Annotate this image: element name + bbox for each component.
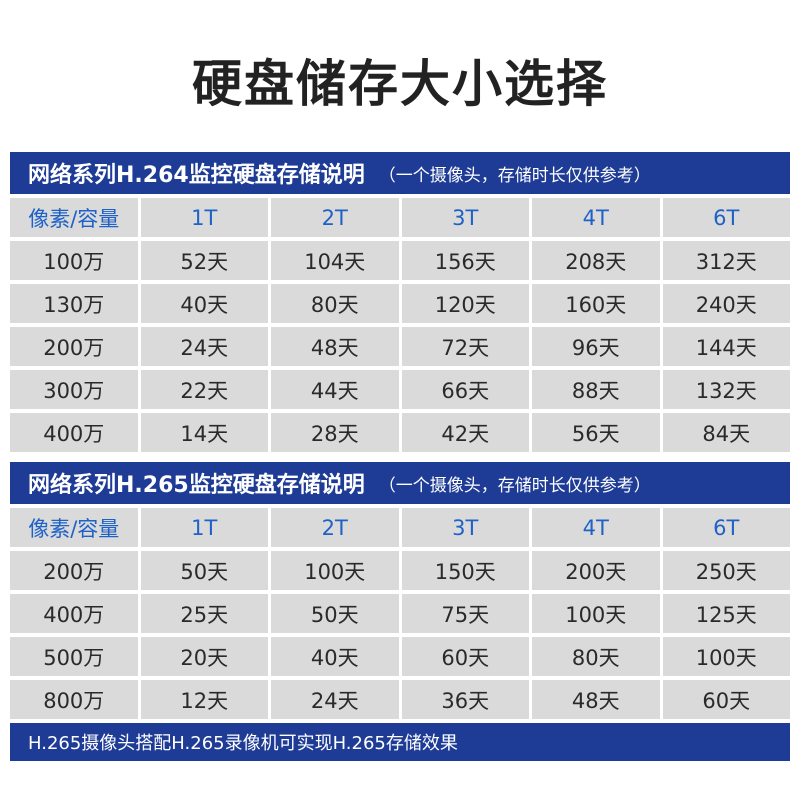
- table-cell: 48天: [271, 327, 399, 366]
- table-cell: 100天: [532, 594, 660, 633]
- h265-table: 像素/容量 1T 2T 3T 4T 6T 200万 50天 100天 150天 …: [7, 504, 793, 723]
- table-cell: 132天: [662, 370, 790, 409]
- table-cell: 300万: [10, 370, 138, 409]
- table-header-row: 像素/容量 1T 2T 3T 4T 6T: [10, 508, 790, 547]
- header-cell: 4T: [532, 508, 660, 547]
- h265-banner-title: 网络系列H.265监控硬盘存储说明: [28, 473, 365, 498]
- table-cell: 100天: [271, 551, 399, 590]
- table-header-row: 像素/容量 1T 2T 3T 4T 6T: [10, 198, 790, 237]
- table-cell: 156天: [401, 241, 529, 280]
- table-cell: 84天: [662, 413, 790, 452]
- header-cell: 6T: [662, 508, 790, 547]
- table-row: 100万 52天 104天 156天 208天 312天: [10, 241, 790, 280]
- table-cell: 66天: [401, 370, 529, 409]
- table-row: 200万 24天 48天 72天 96天 144天: [10, 327, 790, 366]
- table-cell: 120天: [401, 284, 529, 323]
- table-cell: 56天: [532, 413, 660, 452]
- table-cell: 12天: [140, 680, 268, 719]
- page-title: 硬盘储存大小选择: [192, 55, 608, 113]
- table-cell: 144天: [662, 327, 790, 366]
- table-cell: 20天: [140, 637, 268, 676]
- table-row: 800万 12天 24天 36天 48天 60天: [10, 680, 790, 719]
- table-cell: 25天: [140, 594, 268, 633]
- table-cell: 52天: [140, 241, 268, 280]
- table-cell: 208天: [532, 241, 660, 280]
- table-row: 130万 40天 80天 120天 160天 240天: [10, 284, 790, 323]
- table-cell: 200万: [10, 327, 138, 366]
- header-cell: 2T: [271, 198, 399, 237]
- table-row: 500万 20天 40天 60天 80天 100天: [10, 637, 790, 676]
- header-cell: 像素/容量: [10, 508, 138, 547]
- table-cell: 24天: [140, 327, 268, 366]
- header-cell: 1T: [140, 198, 268, 237]
- table-cell: 40天: [140, 284, 268, 323]
- h264-banner: 网络系列H.264监控硬盘存储说明 （一个摄像头，存储时长仅供参考）: [10, 152, 790, 194]
- table-cell: 160天: [532, 284, 660, 323]
- footer-note: H.265摄像头搭配H.265录像机可实现H.265存储效果: [10, 723, 790, 761]
- table-cell: 400万: [10, 413, 138, 452]
- header-cell: 3T: [401, 198, 529, 237]
- table-cell: 80天: [271, 284, 399, 323]
- h264-section: 网络系列H.264监控硬盘存储说明 （一个摄像头，存储时长仅供参考） 像素/容量…: [10, 152, 790, 456]
- table-cell: 60天: [662, 680, 790, 719]
- table-cell: 200天: [532, 551, 660, 590]
- table-cell: 240天: [662, 284, 790, 323]
- table-row: 200万 50天 100天 150天 200天 250天: [10, 551, 790, 590]
- table-cell: 60天: [401, 637, 529, 676]
- header-cell: 4T: [532, 198, 660, 237]
- table-cell: 42天: [401, 413, 529, 452]
- table-cell: 75天: [401, 594, 529, 633]
- h265-banner-note: （一个摄像头，存储时长仅供参考）: [378, 475, 651, 496]
- table-cell: 100天: [662, 637, 790, 676]
- table-cell: 88天: [532, 370, 660, 409]
- table-cell: 400万: [10, 594, 138, 633]
- table-cell: 36天: [401, 680, 529, 719]
- table-cell: 48天: [532, 680, 660, 719]
- table-cell: 312天: [662, 241, 790, 280]
- h265-section: 网络系列H.265监控硬盘存储说明 （一个摄像头，存储时长仅供参考） 像素/容量…: [10, 462, 790, 723]
- table-cell: 500万: [10, 637, 138, 676]
- table-cell: 150天: [401, 551, 529, 590]
- header-cell: 6T: [662, 198, 790, 237]
- header-cell: 3T: [401, 508, 529, 547]
- table-cell: 250天: [662, 551, 790, 590]
- table-row: 300万 22天 44天 66天 88天 132天: [10, 370, 790, 409]
- table-cell: 28天: [271, 413, 399, 452]
- table-cell: 80天: [532, 637, 660, 676]
- table-cell: 40天: [271, 637, 399, 676]
- table-cell: 24天: [271, 680, 399, 719]
- table-cell: 125天: [662, 594, 790, 633]
- table-cell: 50天: [140, 551, 268, 590]
- table-cell: 14天: [140, 413, 268, 452]
- table-row: 400万 14天 28天 42天 56天 84天: [10, 413, 790, 452]
- table-cell: 50天: [271, 594, 399, 633]
- table-cell: 100万: [10, 241, 138, 280]
- table-cell: 44天: [271, 370, 399, 409]
- table-cell: 200万: [10, 551, 138, 590]
- header-cell: 像素/容量: [10, 198, 138, 237]
- table-cell: 800万: [10, 680, 138, 719]
- table-cell: 104天: [271, 241, 399, 280]
- table-cell: 96天: [532, 327, 660, 366]
- header-cell: 1T: [140, 508, 268, 547]
- h264-banner-title: 网络系列H.264监控硬盘存储说明: [28, 163, 365, 188]
- table-cell: 72天: [401, 327, 529, 366]
- table-row: 400万 25天 50天 75天 100天 125天: [10, 594, 790, 633]
- table-cell: 22天: [140, 370, 268, 409]
- header-cell: 2T: [271, 508, 399, 547]
- h264-banner-note: （一个摄像头，存储时长仅供参考）: [378, 165, 651, 186]
- table-cell: 130万: [10, 284, 138, 323]
- h265-banner: 网络系列H.265监控硬盘存储说明 （一个摄像头，存储时长仅供参考）: [10, 462, 790, 504]
- h264-table: 像素/容量 1T 2T 3T 4T 6T 100万 52天 104天 156天 …: [7, 194, 793, 456]
